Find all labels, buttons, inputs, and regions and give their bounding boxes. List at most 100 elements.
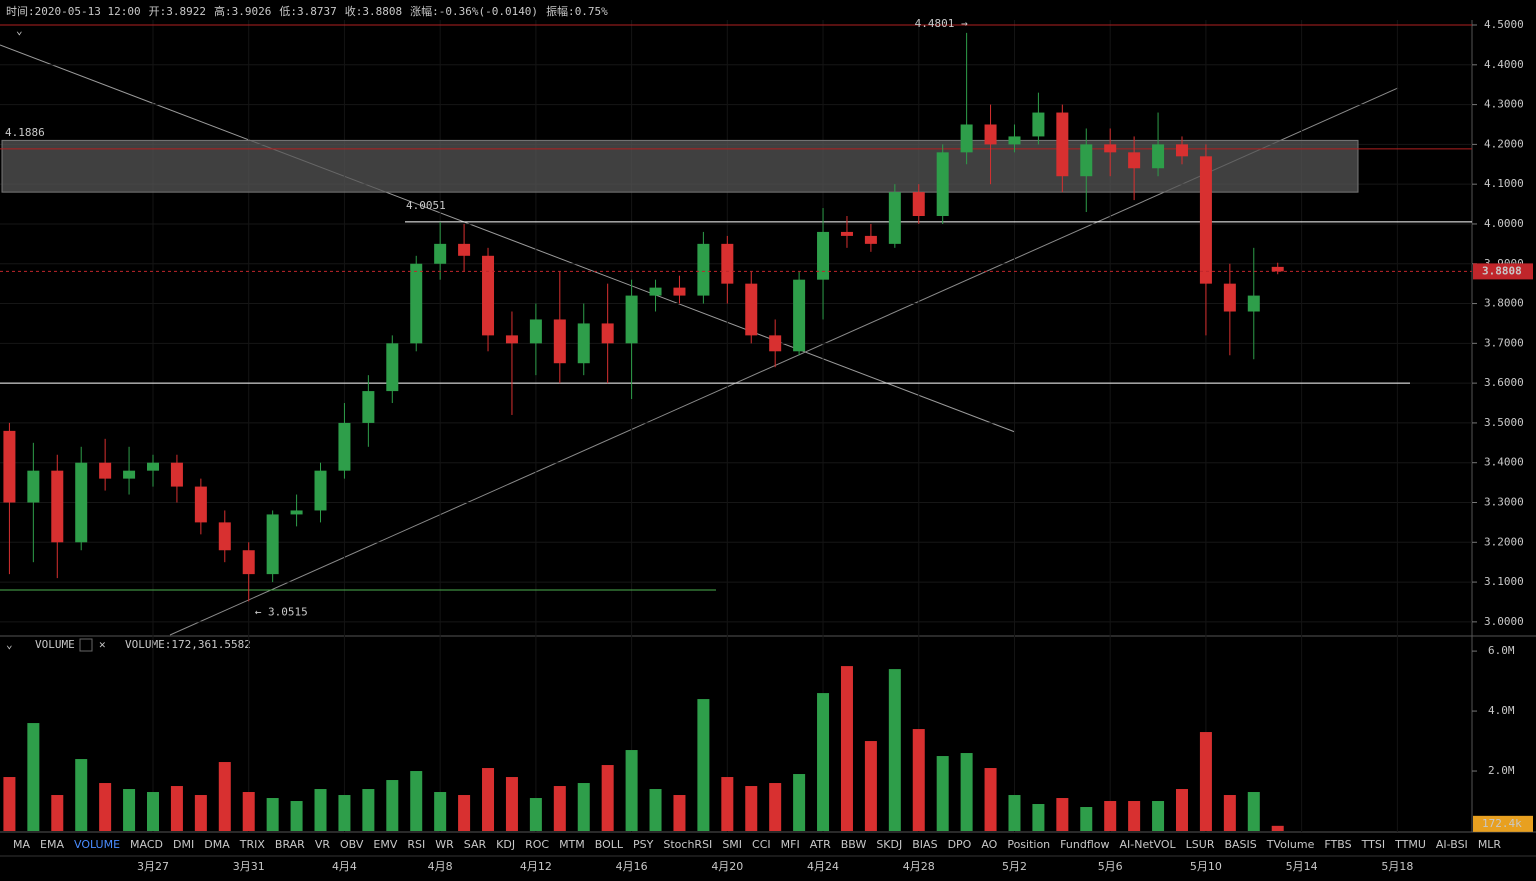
candle-body	[769, 335, 782, 352]
indicator-tab[interactable]: ROC	[525, 838, 550, 851]
volume-bar	[51, 795, 64, 831]
candle-body	[194, 486, 207, 523]
x-tick-label: 5月6	[1098, 860, 1123, 873]
candle-body	[410, 263, 423, 344]
settings-icon[interactable]	[79, 638, 93, 652]
indicator-tab[interactable]: Position	[1007, 838, 1051, 851]
indicator-tab[interactable]: AO	[981, 838, 998, 851]
volume-bar	[817, 693, 830, 831]
indicator-tab[interactable]: TRIX	[239, 838, 265, 851]
indicator-tab[interactable]: RSI	[407, 838, 426, 851]
indicator-tab[interactable]: ATR	[809, 838, 831, 851]
header-label: 高:	[214, 4, 232, 18]
y-tick-label: 3.7000	[1484, 336, 1524, 349]
indicator-tab[interactable]: BIAS	[912, 838, 938, 851]
volume-bar	[840, 666, 853, 831]
volume-bar	[1104, 801, 1117, 831]
volume-bar	[386, 780, 399, 831]
candle-body	[1128, 152, 1141, 169]
indicator-tab[interactable]: BASIS	[1224, 838, 1257, 851]
candle-body	[553, 319, 566, 364]
x-tick-label: 4月28	[903, 860, 935, 873]
indicator-tab[interactable]: SMI	[722, 838, 743, 851]
candle-body	[1032, 112, 1045, 137]
indicator-tab[interactable]: OBV	[340, 838, 364, 851]
header-value: 3.9026	[232, 5, 272, 18]
volume-bar	[936, 756, 949, 831]
candle-body	[577, 323, 590, 364]
volume-bar	[482, 768, 495, 831]
indicator-tab[interactable]: PSY	[633, 838, 654, 851]
header-value: 3.8808	[362, 5, 402, 18]
candle-body	[984, 124, 997, 145]
indicator-tab[interactable]: DPO	[947, 838, 972, 851]
indicator-tab[interactable]: TVolume	[1266, 838, 1315, 851]
candle-body	[1080, 144, 1093, 177]
candle-body	[625, 295, 638, 344]
indicator-tab[interactable]: VR	[314, 838, 330, 851]
candle-body	[338, 422, 351, 471]
indicator-tab[interactable]: SAR	[463, 838, 487, 851]
indicator-tab[interactable]: MA	[13, 838, 31, 851]
y-tick-label: 6.0M	[1488, 644, 1515, 657]
y-tick-label: 4.4000	[1484, 58, 1524, 71]
candle-body	[960, 124, 973, 153]
indicator-tab[interactable]: MFI	[780, 838, 800, 851]
volume-bar	[434, 792, 447, 831]
indicator-tab[interactable]: AI-NetVOL	[1119, 838, 1176, 851]
indicator-tab[interactable]: LSUR	[1185, 838, 1215, 851]
indicator-tab[interactable]: EMA	[40, 838, 64, 851]
indicator-tab[interactable]: SKDJ	[876, 838, 903, 851]
y-tick-label: 3.0000	[1484, 615, 1524, 628]
collapse-icon: ⌄	[16, 24, 23, 37]
indicator-tab[interactable]: WR	[435, 838, 454, 851]
x-tick-label: 4月20	[711, 860, 743, 873]
indicator-tab[interactable]: FTBS	[1324, 838, 1352, 851]
volume-bar	[410, 771, 423, 831]
y-tick-label: 4.0M	[1488, 704, 1515, 717]
x-tick-label: 4月12	[520, 860, 552, 873]
indicator-tab[interactable]: KDJ	[496, 838, 516, 851]
indicator-tab[interactable]: StochRSI	[663, 838, 713, 851]
close-icon[interactable]: ✕	[99, 638, 106, 651]
indicator-tab[interactable]: EMV	[373, 838, 398, 851]
candle-body	[649, 287, 662, 296]
indicator-tab[interactable]: DMA	[204, 838, 230, 851]
volume-bar	[721, 777, 734, 831]
indicator-tab[interactable]: BOLL	[594, 838, 624, 851]
indicator-tab[interactable]: MLR	[1477, 838, 1502, 851]
indicator-tab[interactable]: MACD	[130, 838, 164, 851]
indicator-tab[interactable]: BRAR	[274, 838, 305, 851]
x-tick-label: 5月10	[1190, 860, 1222, 873]
volume-last-box	[1473, 815, 1533, 832]
indicator-tab[interactable]: TTMU	[1395, 838, 1426, 851]
indicator-tab[interactable]: DMI	[173, 838, 195, 851]
indicator-tab[interactable]: VOLUME	[73, 838, 121, 851]
volume-bar	[3, 777, 16, 831]
candle-body	[242, 550, 255, 575]
candle-body	[817, 231, 830, 280]
y-tick-label: 4.3000	[1484, 98, 1524, 111]
volume-bar	[27, 723, 40, 831]
indicator-tabs: MA EMA VOLUME MACD DMI DMA TRIX BRAR VR OBV EMV RSI…	[8, 836, 1506, 854]
indicator-tab[interactable]: AI-BSI	[1435, 838, 1468, 851]
volume-bar	[1271, 825, 1284, 831]
header-value: -0.36%(-0.0140)	[439, 5, 538, 18]
volume-bar	[625, 750, 638, 831]
indicator-tab[interactable]: CCI	[752, 838, 771, 851]
indicator-tab[interactable]: BBW	[840, 838, 867, 851]
volume-bar	[1152, 801, 1165, 831]
volume-last-label: 172.4k	[1482, 817, 1522, 830]
candle-body	[864, 235, 877, 244]
indicator-tab[interactable]: TTSI	[1361, 838, 1386, 851]
level-label: 4.0051	[406, 199, 446, 212]
indicator-tab[interactable]: MTM	[559, 838, 585, 851]
candle-body	[123, 470, 136, 479]
candle-body	[912, 192, 925, 217]
level-label: 4.1886	[5, 126, 45, 139]
candle-body	[218, 522, 231, 551]
volume-bar	[99, 783, 112, 831]
volume-bar	[123, 789, 136, 831]
indicator-tab[interactable]: Fundflow	[1060, 838, 1110, 851]
